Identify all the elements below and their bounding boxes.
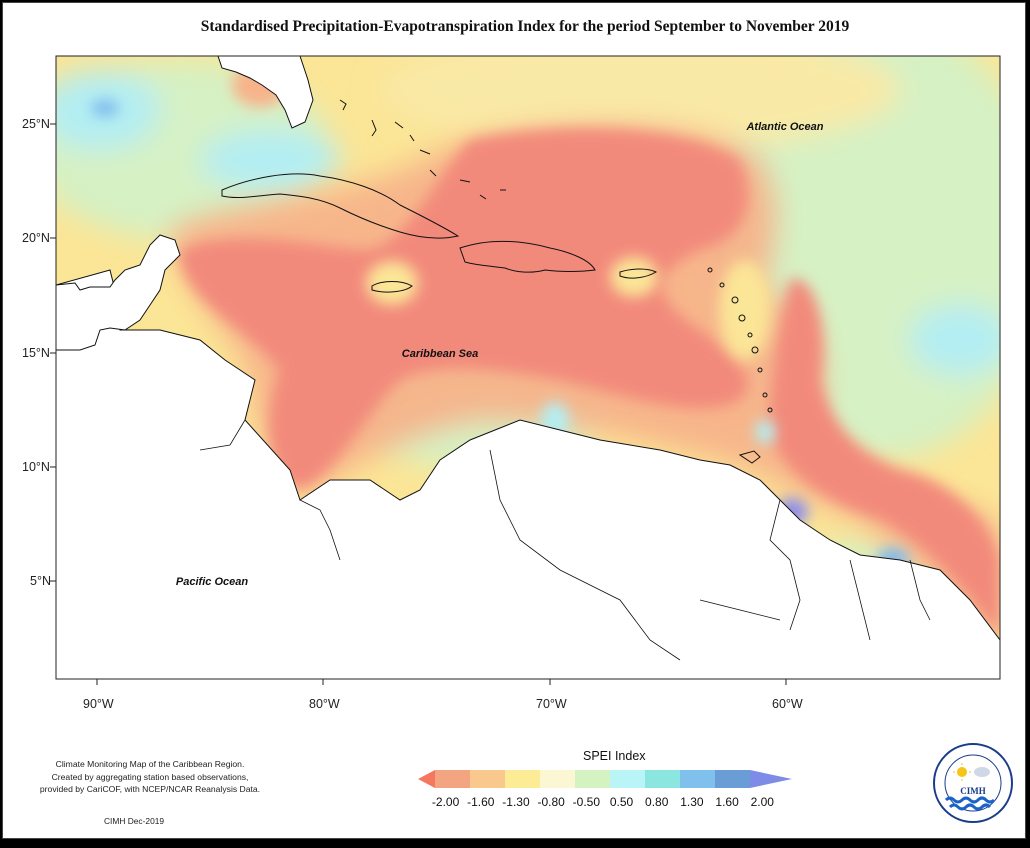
field-lesser-antilles (719, 260, 771, 360)
land-south-america (56, 269, 1000, 679)
field-gulf-wet-core (91, 100, 119, 116)
legend-value: -2.00 (431, 795, 460, 809)
legend-value: -0.50 (572, 795, 601, 809)
sun-icon (957, 767, 967, 777)
legend-value: 2.00 (750, 795, 774, 809)
field-extreme-dry-atlantic (770, 278, 1000, 640)
legend-value: 1.30 (680, 795, 704, 809)
cloud-icon (974, 767, 990, 777)
credit-block: Climate Monitoring Map of the Caribbean … (20, 758, 280, 796)
legend-swatch (715, 770, 750, 788)
country-borders (199, 419, 931, 661)
legend-swatch (435, 770, 470, 788)
cimh-logo: CIMH (932, 742, 1014, 824)
legend-swatch (505, 770, 540, 788)
credit-line: Climate Monitoring Map of the Caribbean … (55, 759, 245, 769)
lat-label: 5°N (30, 574, 51, 588)
lon-label: 60°W (772, 697, 803, 711)
legend-swatch (610, 770, 645, 788)
lat-label: 25°N (22, 117, 50, 131)
field-wet-cuba (200, 130, 340, 190)
legend-value: 0.80 (645, 795, 669, 809)
legend-arrow-right (750, 770, 792, 788)
axis-ticks (50, 123, 787, 685)
lon-label: 70°W (536, 697, 567, 711)
credit-line: Created by aggregating station based obs… (51, 771, 249, 782)
legend-value: -1.30 (502, 795, 530, 809)
land-puerto-rico (619, 268, 658, 279)
field-jamaica (366, 261, 418, 305)
legend-labels: -2.00 -1.60 -1.30 -0.80 -0.50 0.50 0.80 1.30 1.6… (428, 795, 780, 809)
field-tobago-wet (755, 420, 775, 444)
legend-swatch (540, 770, 575, 788)
legend-value: -1.60 (467, 795, 495, 809)
legend-title: SPEI Index (583, 749, 646, 763)
spei-field (56, 56, 1000, 679)
land-yucatan (56, 234, 181, 351)
lat-label: 20°N (22, 231, 50, 245)
land-bahamas (339, 99, 506, 200)
lat-label: 15°N (22, 346, 50, 360)
field-extreme-dry-carib (180, 128, 748, 490)
label-pacific-ocean: Pacific Ocean (176, 576, 248, 588)
label-caribbean-sea: Caribbean Sea (402, 348, 478, 360)
field-wet-east (910, 305, 1000, 375)
legend-swatch (575, 770, 610, 788)
legend-arrow-left (418, 770, 435, 788)
field-mild-north (380, 56, 900, 150)
land-cuba (221, 173, 460, 239)
label-atlantic-ocean: Atlantic Ocean (745, 121, 823, 133)
legend-bar (418, 770, 792, 788)
lon-label: 80°W (309, 697, 340, 711)
map-border (55, 55, 1001, 680)
lon-label: 90°W (83, 697, 114, 711)
legend-swatch (645, 770, 680, 788)
legend-value: -0.80 (537, 795, 565, 809)
land-florida (217, 56, 314, 129)
svg-text:CIMH: CIMH (960, 786, 986, 796)
field-puerto-rico (610, 257, 658, 297)
legend-value: 1.60 (715, 795, 739, 809)
legend-value: 0.50 (609, 795, 634, 809)
legend-swatch (470, 770, 505, 788)
credit-line: provided by CariCOF, with NCEP/NCAR Rean… (39, 784, 261, 794)
lat-label: 10°N (22, 460, 50, 474)
land-jamaica (371, 281, 413, 293)
legend-swatch (680, 770, 715, 788)
credit-date: CIMH Dec-2019 (104, 816, 165, 826)
land-hispaniola (459, 240, 596, 273)
map-title: Standardised Precipitation-Evapotranspir… (200, 18, 850, 35)
land-lesser-antilles (707, 267, 773, 464)
